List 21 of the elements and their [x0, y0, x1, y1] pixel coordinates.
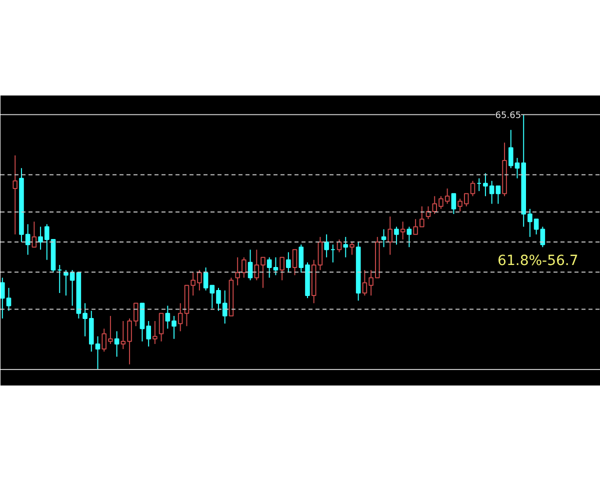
annotation: 65.65: [495, 111, 522, 122]
candlestick: [350, 242, 354, 256]
candlestick: [248, 249, 253, 281]
candlestick: [496, 185, 501, 204]
candlestick: [343, 236, 348, 258]
candlestick: [152, 320, 158, 344]
candlestick: [406, 226, 412, 248]
candlestick: [394, 226, 399, 246]
candlestick: [400, 221, 406, 240]
candlestick: [324, 234, 329, 258]
candlestick: [158, 312, 164, 342]
candlestick: [286, 252, 291, 274]
candlestick: [451, 193, 456, 214]
candlestick: [32, 221, 37, 248]
candlestick: [292, 249, 298, 276]
candlestick: [12, 154, 18, 235]
candlestick: [381, 228, 386, 248]
candlestick: [388, 216, 393, 256]
candlestick: [114, 330, 120, 358]
annotation: 61.8%-56.7: [498, 253, 578, 270]
candlestick: [280, 256, 284, 281]
